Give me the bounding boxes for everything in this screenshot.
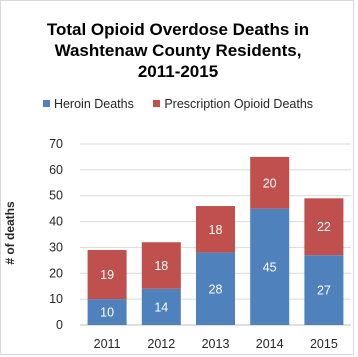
chart-title-line-3: 2011-2015 (137, 62, 219, 81)
legend-swatch-heroin (42, 100, 50, 108)
bar-segment (141, 288, 181, 325)
y-tick-label: 20 (49, 266, 63, 280)
x-tick-label: 2015 (310, 337, 338, 351)
bar-segment (304, 255, 344, 325)
legend-item-heroin: Heroin Deaths (42, 97, 134, 111)
data-label: 45 (263, 260, 277, 274)
data-label: 10 (100, 306, 114, 320)
data-label: 14 (154, 300, 168, 314)
data-label: 27 (317, 284, 331, 298)
bar-segment (141, 242, 181, 289)
y-tick-label: 70 (49, 137, 63, 151)
data-label: 20 (263, 176, 277, 190)
y-tick-label: 40 (49, 215, 63, 229)
bar-segment (195, 206, 236, 253)
y-tick-label: 0 (56, 318, 63, 332)
chart-title-line-1: Total Opioid Overdose Deaths in (46, 20, 310, 39)
bar-segment (195, 252, 236, 325)
bar-segment (250, 156, 290, 209)
data-label: 18 (209, 223, 223, 237)
legend-label-heroin: Heroin Deaths (53, 97, 134, 111)
bar-segment (87, 299, 127, 325)
data-label: 28 (209, 282, 223, 296)
x-tick-label: 2012 (147, 337, 175, 351)
chart-legend: Heroin Deaths Prescription Opioid Deaths (1, 97, 355, 111)
bar-segment (304, 198, 344, 256)
legend-item-prescription: Prescription Opioid Deaths (153, 97, 313, 111)
x-tick-label: 2013 (202, 337, 230, 351)
chart-title-line-2: Washtenaw County Residents, (54, 41, 302, 60)
data-label: 22 (317, 220, 331, 234)
y-tick-label: 50 (49, 189, 63, 203)
data-label: 18 (154, 259, 168, 273)
data-label: 19 (100, 268, 114, 282)
legend-label-prescription: Prescription Opioid Deaths (164, 97, 314, 111)
bar-segment (250, 208, 290, 325)
y-tick-label: 30 (49, 240, 63, 254)
y-tick-label: 10 (49, 292, 63, 306)
x-tick-label: 2014 (256, 337, 284, 351)
y-tick-label: 60 (49, 163, 63, 177)
x-tick-label: 2011 (94, 337, 121, 351)
chart-title: Total Opioid Overdose Deaths in Washtena… (1, 19, 355, 82)
bar-segment (87, 250, 127, 300)
legend-swatch-prescription (153, 100, 161, 108)
